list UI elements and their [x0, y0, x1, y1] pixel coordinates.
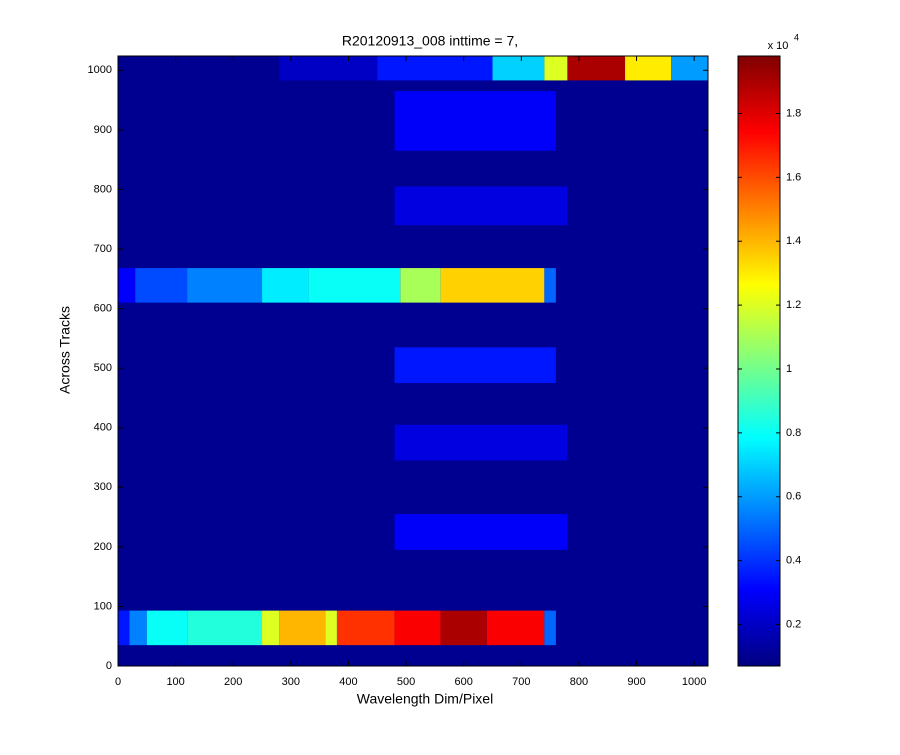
- heatmap-cell: [440, 610, 487, 646]
- heatmap-cell: [394, 186, 568, 226]
- colorbar-tick-label: 1.4: [786, 235, 801, 247]
- heatmap-cell: [544, 610, 556, 646]
- colorbar-multiplier: x 10: [768, 40, 789, 52]
- heatmap-cell: [544, 56, 568, 81]
- heatmap-cell: [279, 610, 326, 646]
- y-tick-label: 800: [94, 183, 112, 195]
- heatmap-cell: [671, 56, 708, 81]
- colorbar-tick-label: 1.6: [786, 171, 801, 183]
- x-tick-label: 600: [455, 676, 473, 688]
- colorbar-tick-label: 1: [786, 363, 792, 375]
- heatmap-cell: [118, 610, 130, 646]
- x-tick-label: 900: [627, 676, 645, 688]
- x-tick-label: 700: [512, 676, 530, 688]
- heatmap-cell: [567, 56, 626, 81]
- x-axis-label: Wavelength Dim/Pixel: [357, 691, 493, 707]
- colorbar-tick-label: 0.6: [786, 491, 801, 503]
- plot-frame: [117, 55, 709, 667]
- x-tick-label: 200: [224, 676, 242, 688]
- colorbar-tick-label: 1.8: [786, 107, 801, 119]
- heatmap-cell: [118, 268, 136, 303]
- heatmap-cell: [135, 268, 188, 303]
- heatmap-cell: [279, 56, 378, 81]
- colorbar-tick-label: 0.8: [786, 427, 801, 439]
- y-tick-label: 500: [94, 362, 112, 374]
- colorbar-tick-label: 0.2: [786, 618, 801, 630]
- heatmap-cell: [400, 268, 441, 303]
- x-tick-label: 1000: [682, 676, 706, 688]
- heatmap-cell: [308, 268, 401, 303]
- y-tick-label: 400: [94, 422, 112, 434]
- heatmap-cell: [262, 610, 280, 646]
- colorbar-tick-label: 0.4: [786, 555, 801, 567]
- x-tick-label: 400: [339, 676, 357, 688]
- y-tick-label: 300: [94, 481, 112, 493]
- heatmap-cell: [187, 610, 263, 646]
- colorbar-exponent: 4: [794, 32, 799, 42]
- heatmap-cell: [544, 268, 556, 303]
- chart-title: R20120913_008 inttime = 7,: [342, 33, 518, 49]
- heatmap-cell: [394, 610, 441, 646]
- heatmap-cell: [440, 268, 545, 303]
- heatmap-cell: [394, 347, 556, 384]
- heatmap-cell: [486, 610, 545, 646]
- heatmap-cell: [146, 610, 188, 646]
- heatmap-cell: [325, 610, 337, 646]
- y-tick-label: 200: [94, 541, 112, 553]
- heatmap-cell: [394, 514, 568, 550]
- y-tick-label: 600: [94, 302, 112, 314]
- x-tick-label: 300: [282, 676, 300, 688]
- heatmap: [118, 56, 708, 666]
- x-tick-label: 800: [570, 676, 588, 688]
- heatmap-cell: [187, 268, 263, 303]
- colorbar-tick-label: 1.2: [786, 299, 801, 311]
- heatmap-cell: [336, 610, 395, 646]
- colorbar: [737, 55, 781, 667]
- y-tick-label: 700: [94, 243, 112, 255]
- heatmap-cell: [394, 91, 556, 151]
- heatmap-cell: [262, 268, 309, 303]
- y-tick-label: 1000: [88, 64, 112, 76]
- heatmap-cell: [377, 56, 493, 81]
- y-tick-label: 0: [106, 660, 112, 672]
- heatmap-cell: [625, 56, 672, 81]
- heatmap-cell: [129, 610, 147, 646]
- y-tick-label: 100: [94, 600, 112, 612]
- heatmap-cell: [394, 424, 568, 461]
- x-tick-label: 100: [166, 676, 184, 688]
- x-tick-label: 0: [115, 676, 121, 688]
- y-tick-label: 900: [94, 124, 112, 136]
- heatmap-cell: [492, 56, 545, 81]
- x-tick-label: 500: [397, 676, 415, 688]
- y-axis-label: Across Tracks: [57, 306, 73, 394]
